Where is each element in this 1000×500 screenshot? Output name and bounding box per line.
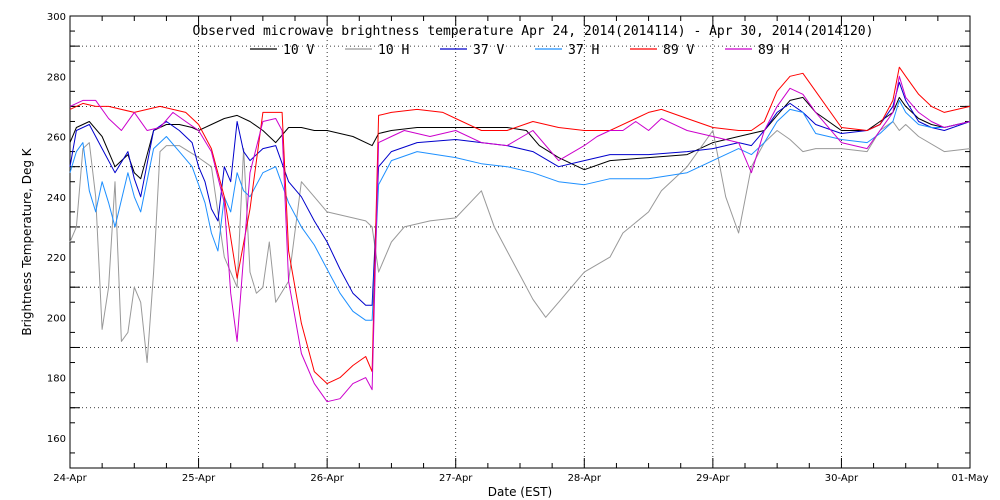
- y-tick-label: 220: [47, 253, 66, 264]
- x-tick-label: 24-Apr: [53, 473, 87, 484]
- plot-frame: [69, 15, 971, 469]
- axes: 24-Apr 25-Apr 26-Apr 27-Apr 28-Apr 29-Apr 30-A…: [47, 12, 989, 484]
- x-tick-label: 30-Apr: [825, 473, 859, 484]
- series-line-37-v: [69, 81, 971, 306]
- y-tick-label: 240: [47, 193, 66, 204]
- y-tick-label: 200: [47, 313, 66, 324]
- y-axis-title: Brightness Temperature, Deg K: [20, 147, 34, 335]
- y-tick-label: 180: [47, 374, 66, 385]
- x-tick-label: 28-Apr: [568, 473, 602, 484]
- y-tick-label: 160: [47, 434, 66, 445]
- y-tick-label: 260: [47, 133, 66, 144]
- series-lines: [69, 66, 971, 403]
- series-line-89-h: [69, 75, 971, 403]
- legend-label: 89 V: [663, 43, 694, 58]
- series-line-10-v: [69, 96, 971, 180]
- x-tick-label: 25-Apr: [182, 473, 216, 484]
- series-line-10-h: [69, 121, 971, 363]
- legend-label: 37 H: [568, 43, 599, 58]
- y-tick-label: 300: [47, 12, 66, 23]
- series-line-89-v: [69, 66, 971, 385]
- grid: [70, 16, 970, 468]
- y-tick-label: 280: [47, 72, 66, 83]
- x-tick-label: 26-Apr: [310, 473, 344, 484]
- x-axis-title: Date (EST): [488, 485, 552, 499]
- legend-label: 10 V: [283, 43, 314, 58]
- x-tick-label: 01-May: [951, 473, 988, 484]
- legend-label: 10 H: [378, 43, 409, 58]
- chart-title: Observed microwave brightness temperatur…: [193, 24, 874, 39]
- x-tick-label: 27-Apr: [439, 473, 473, 484]
- legend: 10 V 10 H 37 V 37 H 89 V 89 H: [250, 43, 789, 58]
- legend-label: 89 H: [758, 43, 789, 58]
- series-line-37-h: [69, 99, 971, 321]
- legend-label: 37 V: [473, 43, 504, 58]
- x-tick-label: 29-Apr: [696, 473, 730, 484]
